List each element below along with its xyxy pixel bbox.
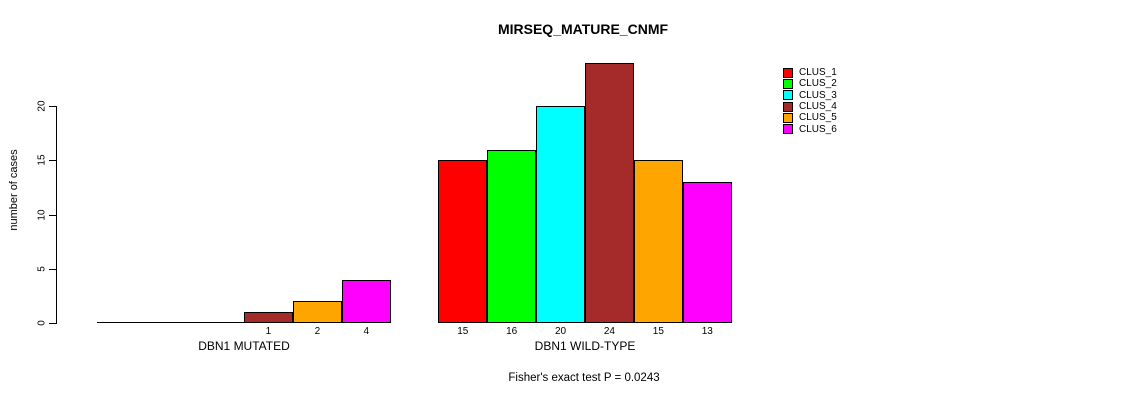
legend-swatch-icon bbox=[783, 78, 793, 89]
group-label: DBN1 MUTATED bbox=[198, 339, 290, 353]
group-label: DBN1 WILD-TYPE bbox=[534, 339, 636, 353]
legend-label: CLUS_4 bbox=[799, 101, 837, 113]
bar-value-label: 15 bbox=[652, 326, 664, 337]
group-baseline bbox=[97, 322, 391, 323]
bar bbox=[585, 62, 634, 323]
chart-legend: CLUS_1 CLUS_2 CLUS_3 CLUS_4 CLUS_5 CLUS_6 bbox=[783, 67, 837, 135]
legend-label: CLUS_5 bbox=[799, 112, 837, 124]
y-tick-label: 0 bbox=[36, 320, 48, 326]
bar bbox=[682, 182, 732, 323]
y-axis-tick bbox=[49, 160, 56, 162]
legend-swatch-icon bbox=[783, 101, 793, 112]
legend-swatch-icon bbox=[783, 124, 793, 135]
bar bbox=[341, 279, 391, 323]
bar-value-label: 13 bbox=[701, 326, 713, 337]
legend-item: CLUS_2 bbox=[783, 78, 837, 89]
bar-value-label: 16 bbox=[506, 326, 518, 337]
legend-item: CLUS_5 bbox=[783, 112, 837, 123]
legend-swatch-icon bbox=[783, 67, 793, 78]
y-axis-tick bbox=[49, 106, 56, 108]
legend-item: CLUS_1 bbox=[783, 67, 837, 78]
y-axis-tick bbox=[49, 214, 56, 216]
bar bbox=[536, 106, 585, 323]
bar-value-label: 20 bbox=[554, 326, 567, 337]
y-axis-line bbox=[56, 106, 57, 324]
y-tick-label: 20 bbox=[36, 100, 48, 112]
bar bbox=[292, 301, 342, 323]
bar bbox=[244, 312, 293, 323]
legend-swatch-icon bbox=[783, 112, 793, 123]
y-tick-label: 15 bbox=[36, 154, 48, 166]
legend-item: CLUS_6 bbox=[783, 123, 837, 135]
y-axis-tick bbox=[49, 323, 56, 324]
bar-value-label: 1 bbox=[265, 326, 272, 337]
bar-value-label: 4 bbox=[363, 326, 370, 337]
y-axis-label: number of cases bbox=[8, 149, 20, 231]
bar bbox=[633, 160, 683, 323]
legend-label: CLUS_6 bbox=[799, 123, 837, 135]
y-tick-label: 5 bbox=[36, 266, 48, 272]
y-axis-tick bbox=[49, 268, 56, 270]
bar bbox=[487, 149, 537, 323]
bar-value-label: 15 bbox=[457, 326, 469, 337]
legend-label: CLUS_1 bbox=[799, 67, 837, 79]
bar-value-label: 24 bbox=[603, 326, 615, 337]
legend-item: CLUS_4 bbox=[783, 101, 837, 112]
legend-item: CLUS_3 bbox=[783, 90, 837, 101]
legend-swatch-icon bbox=[783, 90, 793, 101]
y-tick-label: 10 bbox=[36, 209, 48, 221]
fisher-test-annotation: Fisher's exact test P = 0.0243 bbox=[508, 372, 660, 384]
bar bbox=[438, 160, 488, 323]
legend-label: CLUS_2 bbox=[799, 78, 837, 90]
bar-value-label: 2 bbox=[314, 326, 321, 337]
chart-title: MIRSEQ_MATURE_CNMF bbox=[497, 21, 669, 37]
group-baseline bbox=[438, 322, 732, 323]
legend-label: CLUS_3 bbox=[799, 89, 837, 101]
